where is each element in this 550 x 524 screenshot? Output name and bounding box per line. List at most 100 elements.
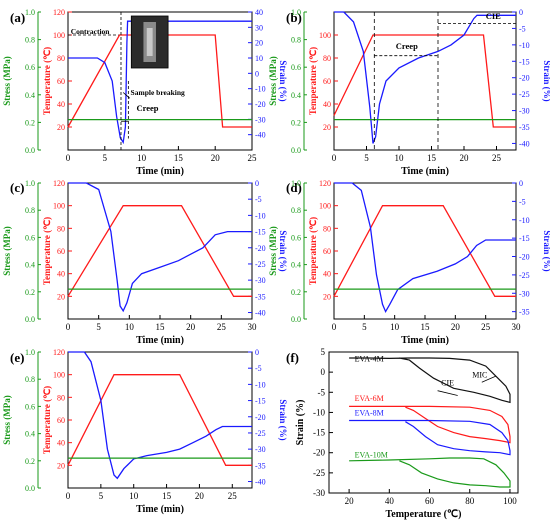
series-temperature-line [333, 34, 516, 128]
stress-tick-label: 0.8 [25, 206, 35, 215]
plot-frame [328, 351, 519, 494]
strain-tick-label: -25 [519, 271, 530, 280]
panel-label: (e) [10, 350, 24, 365]
strain-tick-label: -5 [255, 195, 262, 204]
strain-tick-label: -35 [519, 308, 530, 317]
strain-tick-label: -15 [519, 234, 530, 243]
stress-tick-label: 1.0 [25, 179, 35, 188]
strain-tick-label: -5 [255, 364, 262, 373]
strain-tick-label: -20 [519, 74, 530, 83]
strain-tick-label: -35 [519, 123, 530, 132]
panel-f: (f) 20 40 60 80 100 Temperature (℃) 5 0 -5 -10 -15 -… [286, 347, 519, 520]
strain-tick-label: -15 [255, 397, 266, 406]
strain-tick-label: -40 [255, 131, 266, 140]
annotation-label: Creep [396, 41, 418, 51]
strain-tick-label: -5 [519, 24, 526, 33]
temp-tick-label: 100 [53, 202, 65, 211]
temp-tick-label: 20 [323, 123, 331, 132]
stress-tick-label: 0.8 [25, 36, 35, 45]
y-axis-title: Strain (%) [295, 400, 306, 446]
stress-axis-title: Stress (MPa) [268, 56, 278, 106]
series-eva-10m-line [349, 457, 511, 488]
strain-tick-label: -15 [519, 57, 530, 66]
annotation-label: EVA-10M [355, 451, 388, 460]
temp-tick-label: 40 [57, 270, 65, 279]
series-eva-4m-line [349, 357, 511, 404]
x-tick-label: 20 [186, 322, 196, 332]
strain-tick-label: -20 [255, 244, 266, 253]
x-tick-label: 100 [503, 496, 517, 506]
temp-tick-label: 80 [57, 54, 65, 63]
strain-tick-label: 0 [255, 179, 259, 188]
temp-tick-label: 120 [53, 179, 65, 188]
strain-tick-label: -30 [519, 107, 530, 116]
x-tick-label: 10 [125, 322, 135, 332]
series-strain-line [334, 11, 516, 144]
annotation-label: EVA-4M [355, 355, 384, 364]
strain-tick-label: 10 [255, 54, 263, 63]
temp-tick-label: 20 [57, 123, 65, 132]
strain-tick-label: -40 [519, 139, 530, 148]
x-axis-title: Time (min) [401, 166, 449, 177]
x-tick-label: 15 [421, 322, 431, 332]
stress-axis-title: Stress (MPa) [268, 226, 278, 276]
stress-tick-label: 0.6 [291, 233, 301, 242]
strain-tick-label: 0 [519, 179, 523, 188]
stress-tick-label: 0.2 [25, 288, 35, 297]
stress-tick-label: 0.4 [291, 261, 301, 270]
breaking-arrow [122, 92, 131, 99]
stress-tick-label: 0.4 [25, 430, 35, 439]
stress-tick-label: 0.6 [25, 402, 35, 411]
plot-frame [67, 351, 253, 489]
x-tick-label: 0 [66, 322, 71, 332]
strain-tick-label: -30 [255, 276, 266, 285]
stress-tick-label: 0.2 [25, 457, 35, 466]
temp-tick-label: 100 [319, 202, 331, 211]
y-tick-label: -10 [313, 407, 325, 417]
temp-tick-label: 60 [57, 416, 65, 425]
stress-tick-label: 0.8 [291, 206, 301, 215]
temp-tick-label: 40 [57, 439, 65, 448]
series-eva-6m-line [349, 405, 511, 444]
stress-tick-label: 0.2 [291, 118, 301, 127]
cie-arrow [437, 390, 458, 396]
x-axis-title: Time (min) [136, 335, 184, 346]
x-tick-label: 60 [425, 496, 435, 506]
series-strain-line [68, 351, 252, 480]
x-tick-label: 20 [195, 491, 205, 501]
strain-tick-label: -10 [255, 85, 266, 94]
annotation-label: EVA-8M [355, 409, 384, 418]
stress-tick-label: 0.4 [25, 91, 35, 100]
x-axis-title: Time (min) [401, 335, 449, 346]
stress-tick-label: 0.0 [25, 146, 35, 155]
temp-tick-label: 100 [53, 31, 65, 40]
y-tick-label: -5 [318, 387, 326, 397]
x-tick-label: 5 [362, 322, 367, 332]
x-tick-label: 20 [460, 153, 470, 163]
strain-tick-label: -15 [255, 228, 266, 237]
panel-label: (b) [286, 10, 302, 25]
strain-tick-label: 20 [255, 39, 263, 48]
annotation-label: Contraction [71, 27, 111, 36]
y-tick-label: -25 [313, 468, 325, 478]
panel-label: (d) [286, 180, 302, 195]
panel-b: (b) 0 5 10 15 20 25 Time (min) 0.0 0.2 0.4 0.6 0.8 1.… [268, 8, 550, 177]
y-tick-label: -15 [313, 428, 325, 438]
temp-tick-label: 40 [323, 270, 331, 279]
x-tick-label: 25 [481, 322, 491, 332]
series-temperature-line [67, 205, 252, 297]
temp-tick-label: 60 [323, 247, 331, 256]
x-tick-label: 20 [451, 322, 461, 332]
strain-axis-title: Strain (%) [278, 60, 288, 101]
inset-photo-highlight [146, 28, 153, 56]
x-tick-label: 80 [465, 496, 475, 506]
series-temperature-line [67, 34, 252, 128]
strain-tick-label: 30 [255, 23, 263, 32]
strain-tick-label: -20 [255, 413, 266, 422]
x-tick-label: 20 [345, 496, 355, 506]
stress-tick-label: 0.6 [25, 233, 35, 242]
temp-axis-title: Temperature (℃) [42, 217, 52, 285]
x-tick-label: 5 [103, 153, 108, 163]
stress-tick-label: 0.6 [291, 63, 301, 72]
x-tick-label: 5 [99, 491, 104, 501]
